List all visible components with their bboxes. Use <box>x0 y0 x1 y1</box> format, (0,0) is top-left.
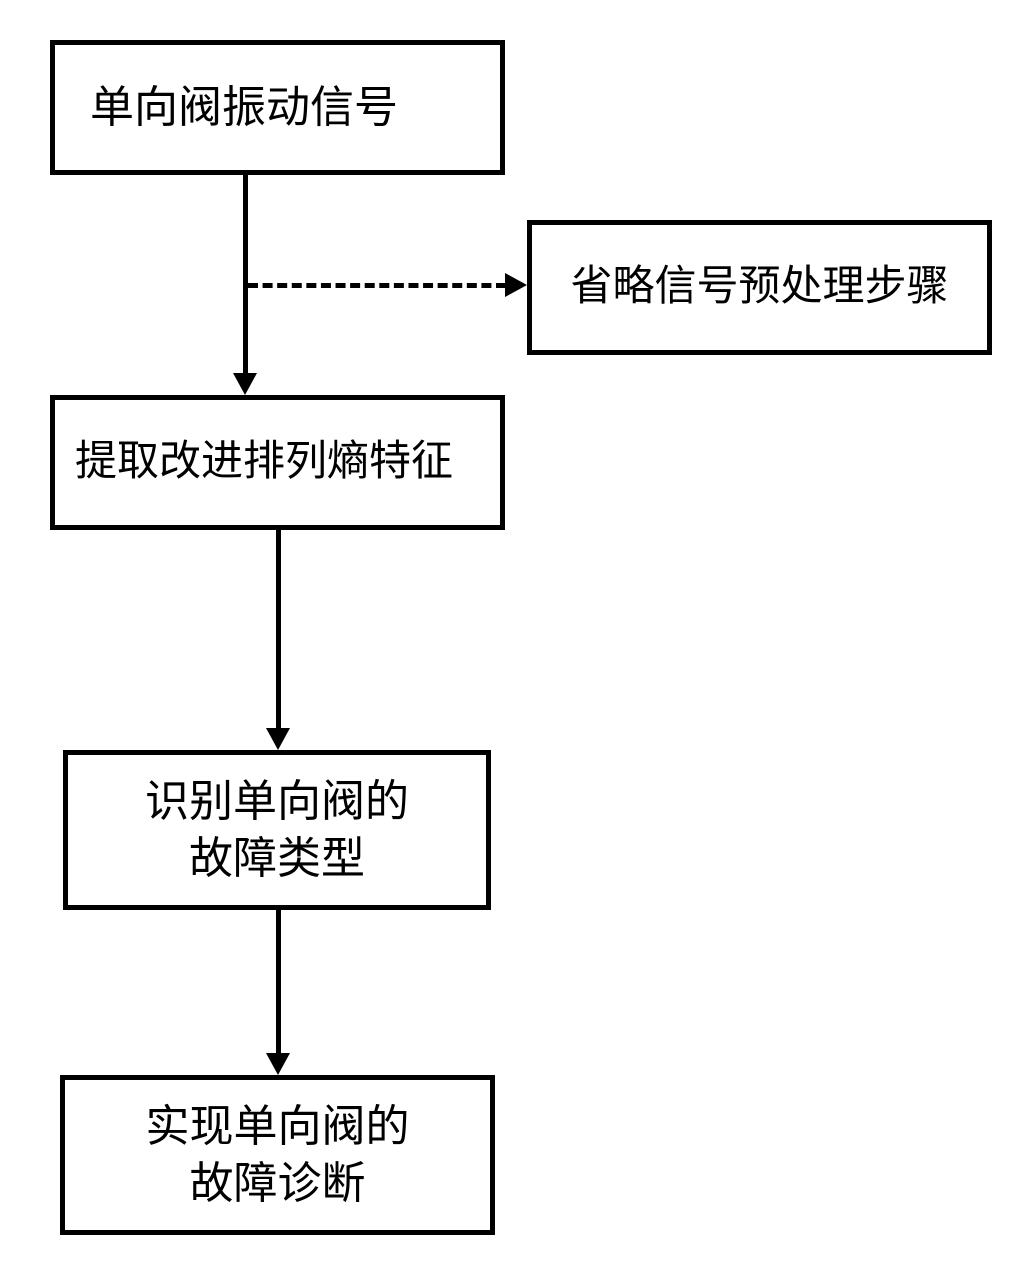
node-label: 省略信号预处理步骤 <box>570 260 948 315</box>
flowchart-node-signal: 单向阀振动信号 <box>50 40 505 175</box>
node-label: 提取改进排列熵特征 <box>75 435 453 490</box>
flowchart-node-preprocess-skip: 省略信号预处理步骤 <box>527 220 992 355</box>
arrow-head-3 <box>266 1053 290 1075</box>
node-label: 实现单向阀的 故障诊断 <box>146 1098 410 1212</box>
arrow-head-2 <box>266 728 290 750</box>
arrow-line-3 <box>276 910 281 1055</box>
arrow-line-2 <box>276 530 281 730</box>
flowchart-node-identify-fault: 识别单向阀的 故障类型 <box>63 750 491 910</box>
dashed-arrow-line <box>248 283 506 288</box>
node-label: 识别单向阀的 故障类型 <box>145 773 409 887</box>
dashed-arrow-head <box>505 273 527 297</box>
arrow-head-1 <box>233 373 257 395</box>
flowchart-node-diagnosis: 实现单向阀的 故障诊断 <box>60 1075 495 1235</box>
flowchart-node-extract-feature: 提取改进排列熵特征 <box>50 395 505 530</box>
node-label: 单向阀振动信号 <box>90 79 398 136</box>
arrow-line-1 <box>243 175 248 375</box>
